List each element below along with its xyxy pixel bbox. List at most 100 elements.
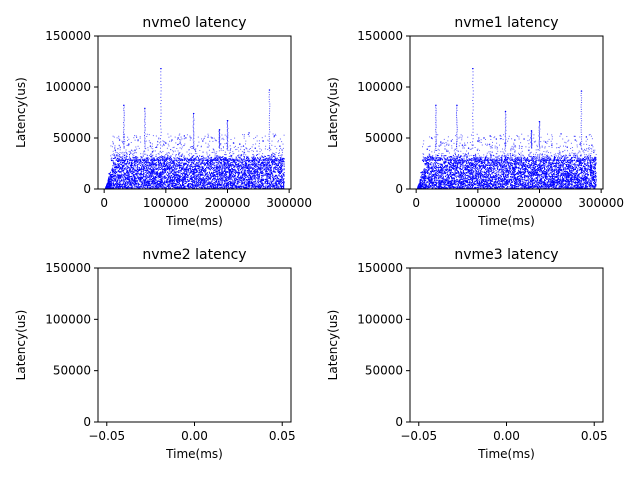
data-point <box>187 174 189 176</box>
data-point <box>153 158 155 160</box>
data-point <box>272 160 274 162</box>
data-point <box>190 166 192 168</box>
data-point <box>278 170 280 172</box>
data-point <box>123 169 124 171</box>
data-point <box>117 179 119 181</box>
data-point <box>159 180 161 182</box>
data-point <box>265 168 267 170</box>
data-point <box>215 187 217 189</box>
data-point <box>218 155 220 157</box>
data-point <box>117 180 119 182</box>
data-point <box>139 178 141 180</box>
data-point <box>110 183 112 185</box>
data-point <box>110 185 112 187</box>
data-point <box>212 184 213 186</box>
data-point <box>192 166 194 168</box>
data-point <box>184 168 186 170</box>
data-point <box>222 165 224 167</box>
data-point <box>112 187 114 188</box>
data-point <box>148 185 150 187</box>
data-point <box>160 175 162 177</box>
data-point <box>210 176 212 178</box>
data-point <box>158 167 160 169</box>
data-point <box>146 172 148 174</box>
data-point <box>248 185 250 187</box>
data-point <box>226 167 227 168</box>
data-point <box>165 164 167 166</box>
data-point <box>253 168 255 170</box>
data-point <box>126 186 128 188</box>
data-point <box>135 165 136 167</box>
data-point <box>139 172 141 174</box>
data-point <box>173 175 175 177</box>
data-point <box>192 176 194 178</box>
data-point <box>221 159 223 160</box>
data-point <box>130 172 132 174</box>
data-point <box>146 183 148 185</box>
data-point <box>225 173 227 175</box>
data-point <box>280 185 281 187</box>
data-point <box>211 172 213 174</box>
data-point <box>126 181 128 183</box>
data-point <box>256 183 258 185</box>
data-point <box>258 178 260 180</box>
data-point <box>192 155 194 157</box>
data-point <box>254 147 256 149</box>
data-point <box>190 174 192 176</box>
data-point <box>120 171 122 173</box>
data-point <box>253 158 254 160</box>
data-point <box>234 175 236 176</box>
data-point <box>191 176 193 178</box>
data-point <box>112 185 114 187</box>
data-point <box>180 173 182 175</box>
data-point <box>280 173 281 174</box>
data-point <box>225 171 227 173</box>
data-point <box>162 185 163 187</box>
data-point <box>260 165 262 167</box>
data-point <box>201 180 203 182</box>
data-point <box>193 173 195 175</box>
data-point <box>110 184 112 186</box>
data-point <box>185 182 187 184</box>
data-point <box>130 182 132 184</box>
data-point <box>254 171 256 173</box>
data-point <box>228 172 230 174</box>
data-point <box>170 167 172 169</box>
data-point <box>146 181 148 183</box>
data-point <box>194 184 196 186</box>
data-point <box>172 165 174 166</box>
data-point <box>276 175 278 177</box>
data-point <box>139 177 141 178</box>
data-point <box>210 173 211 175</box>
data-point <box>214 177 216 179</box>
data-point <box>107 184 109 185</box>
data-point <box>228 170 230 171</box>
data-point <box>191 161 193 163</box>
data-point <box>151 163 153 165</box>
data-point <box>157 183 159 185</box>
data-point <box>219 169 221 170</box>
data-point <box>203 186 205 188</box>
data-point <box>275 165 277 167</box>
data-point <box>185 176 187 178</box>
data-point <box>248 170 250 172</box>
data-point <box>122 186 124 188</box>
data-point <box>229 180 231 182</box>
data-point <box>233 164 235 166</box>
data-point <box>256 170 258 171</box>
data-point <box>159 186 161 188</box>
data-point <box>149 168 151 170</box>
data-point <box>178 167 180 169</box>
data-point <box>174 178 175 180</box>
data-point <box>271 182 272 183</box>
data-point <box>152 163 154 165</box>
data-point <box>203 186 204 188</box>
data-point <box>240 169 242 171</box>
data-point <box>273 161 274 163</box>
data-point <box>192 167 193 169</box>
data-point <box>215 184 217 186</box>
data-point <box>175 165 177 166</box>
data-point <box>120 160 122 162</box>
data-point <box>149 175 150 177</box>
data-point <box>133 162 135 164</box>
